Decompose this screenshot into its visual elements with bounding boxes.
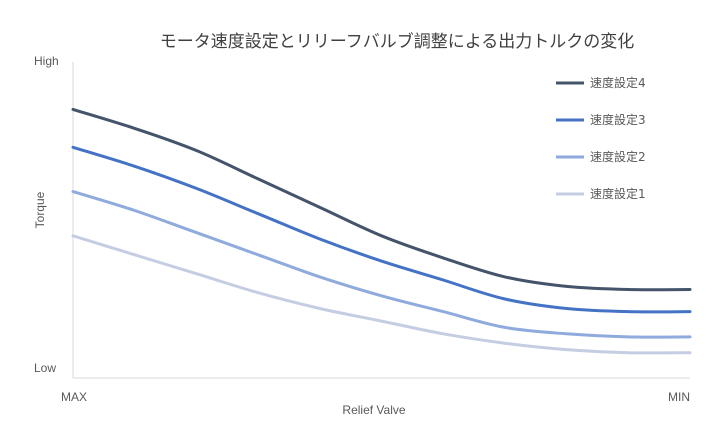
series-line-2 <box>71 145 692 314</box>
x-tick-label-max: MAX <box>61 390 87 404</box>
series-line-1 <box>71 107 692 292</box>
legend-label-1: 速度設定4 <box>590 75 646 90</box>
legend-label-2: 速度設定3 <box>590 112 646 127</box>
legend: 速度設定4 速度設定3 速度設定2 速度設定1 <box>556 75 646 201</box>
y-axis-label: Torque <box>33 191 47 228</box>
legend-label-3: 速度設定2 <box>590 149 646 164</box>
legend-label-4: 速度設定1 <box>590 186 646 201</box>
x-axis-label: Relief Valve <box>342 403 405 417</box>
y-tick-label-high: High <box>34 54 59 68</box>
series-line-3 <box>71 190 692 339</box>
series-line-4 <box>71 234 692 355</box>
chart-title: モータ速度設定とリリーフバルブ調整による出力トルクの変化 <box>160 31 634 52</box>
y-tick-label-low: Low <box>34 361 56 375</box>
series-layer <box>71 107 692 355</box>
x-tick-label-min: MIN <box>668 390 690 404</box>
